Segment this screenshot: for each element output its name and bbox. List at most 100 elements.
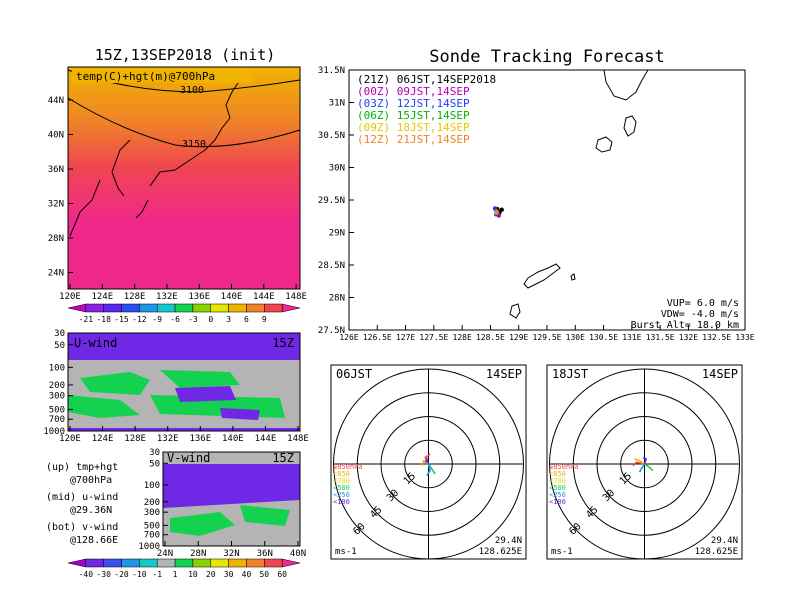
main-lat-ticks: 31.5N 31N 30.5N 30N 29.5N 29N 28.5N 28N 27.5N: [318, 66, 354, 336]
colorbar-swatch: [67, 303, 87, 313]
main-lat-tick-label: 30N: [329, 164, 345, 174]
wind-colorbar-swatch: [246, 558, 265, 568]
polar-lat: 29.4N: [711, 536, 738, 546]
hodograph-segment: [424, 456, 430, 465]
polar-level-label: <250: [549, 491, 566, 499]
pressure-tick-label: 300: [49, 392, 65, 402]
info-burst: Burst Alt= 18.0 km: [631, 320, 739, 331]
info-vup: VUP= 6.0 m/s: [667, 298, 739, 309]
legend-entry: (12Z) 21JST,14SEP: [357, 133, 470, 146]
wind-colorbar-label: 30: [224, 570, 234, 579]
colorbar-swatch: [264, 303, 283, 313]
lon-tick-label: 148E: [285, 292, 307, 302]
map-lon-ticks: 120E 124E 128E 132E 136E 140E 144E 148E: [59, 284, 307, 302]
track-points: [492, 206, 504, 218]
note-bot-level: @128.66E: [70, 535, 118, 546]
colorbar-label: -3: [188, 315, 198, 324]
polar-level-label: <850: [333, 470, 350, 478]
wind-colorbar-swatch: [139, 558, 158, 568]
wind-colorbar-swatch: [67, 558, 87, 568]
colorbar-label: -15: [114, 315, 129, 324]
colorbar-label: 3: [226, 315, 231, 324]
x-tick-label: 28N: [190, 549, 206, 559]
x-tick-label: 148E: [287, 434, 309, 444]
contour-label-2: 3150: [182, 139, 206, 150]
uwind-x-ticks: 120E 124E 128E 132E 136E 140E 144E 148E: [59, 426, 309, 444]
polar-level-label: <700: [333, 477, 350, 485]
island-tanegashima: [623, 115, 637, 137]
pressure-tick-label: 50: [149, 459, 160, 469]
colorbar-swatch: [174, 303, 194, 313]
pressure-tick-label: 100: [49, 363, 65, 373]
vwind-green: [170, 505, 290, 536]
x-tick-label: 144E: [255, 434, 277, 444]
polar-date: 14SEP: [702, 367, 738, 381]
legend-entry: (03Z) 12JST,14SEP: [357, 97, 470, 110]
pressure-tick-label: 30: [149, 448, 160, 458]
colorbar-label: 9: [262, 315, 267, 324]
polar-level-label: <500: [549, 484, 566, 492]
legend-entry: (06Z) 15JST,14SEP: [357, 109, 470, 122]
temp-map-fill: [68, 67, 300, 289]
main-lat-tick-label: 31N: [329, 99, 345, 109]
x-tick-label: 32N: [223, 549, 239, 559]
polar-level-label: <100: [333, 498, 350, 506]
temp-colorbar: -21 -18 -15 -12 -9 -6 -3 0 3 6 9: [67, 303, 301, 324]
wind-colorbar-swatch: [103, 558, 122, 568]
lon-tick-label: 144E: [253, 292, 275, 302]
note-up-level: @700hPa: [70, 475, 112, 486]
colorbar-swatch: [121, 303, 140, 313]
wind-colorbar: -40 -30 -20 -10 -1 1 10 20 30 40 50 60: [67, 558, 301, 579]
main-lon-tick-label: 128E: [453, 333, 472, 342]
pressure-tick-label: 1000: [43, 427, 65, 437]
map-lat-ticks: 44N 40N 36N 32N 28N 24N: [48, 96, 73, 279]
vwind-time: 15Z: [272, 451, 294, 465]
tracking-map-frame: [348, 69, 746, 331]
colorbar-label: 6: [244, 315, 249, 324]
polar-time: 18JST: [552, 367, 588, 381]
hodograph-segment: [426, 463, 432, 476]
island-amami: [523, 263, 561, 289]
colorbar-swatch: [281, 303, 301, 313]
main-lat-tick-label: 30.5N: [318, 131, 345, 141]
main-lon-tick-label: 128.5E: [476, 333, 505, 342]
wind-colorbar-swatch: [174, 558, 194, 568]
flight-info: VUP= 6.0 m/s VDW= -4.0 m/s Burst Alt= 18…: [631, 298, 739, 331]
contour-label-1: 3100: [180, 85, 204, 96]
wind-colorbar-label: 50: [259, 570, 269, 579]
main-lon-tick-label: 130E: [566, 333, 585, 342]
lon-tick-label: 120E: [59, 292, 81, 302]
wind-colorbar-label: 20: [206, 570, 216, 579]
x-tick-label: 124E: [92, 434, 114, 444]
main-lon-tick-label: 133E: [735, 333, 754, 342]
main-lat-tick-label: 28N: [329, 294, 345, 304]
polar-date: 14SEP: [486, 367, 522, 381]
main-lon-tick-label: 132E: [679, 333, 698, 342]
wind-colorbar-swatch: [156, 558, 176, 568]
hodograph-segment: [634, 458, 645, 465]
main-lon-tick-label: 126.5E: [363, 333, 392, 342]
wind-colorbar-swatch: [121, 558, 140, 568]
polar-lon: 128.625E: [695, 547, 738, 557]
hodograph-segment: [642, 456, 648, 465]
main-lon-tick-label: 131E: [622, 333, 641, 342]
lon-tick-label: 124E: [91, 292, 113, 302]
vwind-label: V-wind: [167, 451, 210, 465]
vwind-x-ticks: 24N 28N 32N 36N 40N: [157, 541, 306, 559]
uwind-purple-patch: [175, 386, 260, 420]
main-lon-tick-label: 127E: [396, 333, 415, 342]
colorbar-label: -6: [170, 315, 180, 324]
polar-level-label: <850: [549, 470, 566, 478]
main-lat-tick-label: 27.5N: [318, 326, 345, 336]
info-vdw: VDW= -4.0 m/s: [661, 309, 739, 320]
temp-map-frame: [67, 66, 301, 290]
main-lat-tick-label: 28.5N: [318, 261, 345, 271]
island-small-1: [570, 273, 576, 281]
main-lon-tick-label: 126E: [339, 333, 358, 342]
hodograph-segment: [644, 463, 654, 472]
colorbar-label: -18: [96, 315, 111, 324]
wind-colorbar-label: 10: [188, 570, 198, 579]
